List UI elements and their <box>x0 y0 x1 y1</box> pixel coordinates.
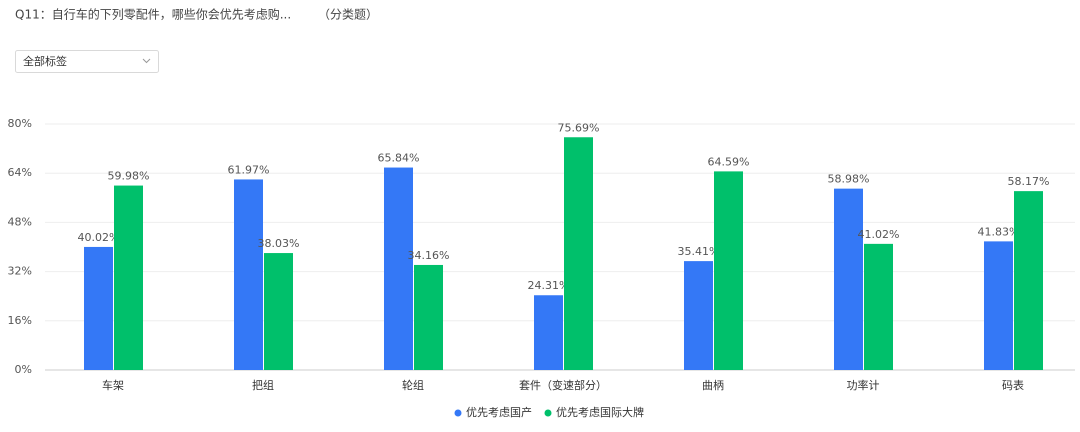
value-label: 34.16% <box>408 249 450 262</box>
bar <box>984 241 1013 370</box>
y-tick-label: 32% <box>8 265 32 278</box>
legend-marker <box>544 409 552 417</box>
dropdown[interactable]: 全部标签 <box>15 50 159 73</box>
value-label: 61.97% <box>228 163 270 176</box>
legend-marker <box>454 409 462 417</box>
bar <box>114 185 143 370</box>
value-label: 64.59% <box>708 155 750 168</box>
value-label: 41.83% <box>978 225 1020 238</box>
x-tick-label: 把组 <box>252 378 274 392</box>
x-tick-label: 套件（变速部分） <box>519 378 607 392</box>
legend-label: 优先考虑国际大牌 <box>556 405 644 419</box>
dropdown-arrow[interactable] <box>142 58 151 64</box>
y-tick-label: 64% <box>8 166 32 179</box>
value-label: 65.84% <box>378 152 420 165</box>
dropdown-label[interactable]: 全部标签 <box>23 54 67 68</box>
bar <box>864 243 893 370</box>
value-label: 24.31% <box>528 279 570 292</box>
y-tick-label: 80% <box>8 117 32 130</box>
y-tick-label: 48% <box>8 215 32 228</box>
chart-title: Q11：自行车的下列零配件，哪些你会优先考虑购... <box>15 7 291 22</box>
bar <box>414 264 443 370</box>
y-tick-label: 0% <box>15 363 32 376</box>
value-label: 75.69% <box>558 121 600 134</box>
bar <box>1014 191 1043 370</box>
value-label: 41.02% <box>858 228 900 241</box>
value-label: 40.02% <box>78 231 120 244</box>
bar <box>234 179 263 370</box>
x-tick-label: 车架 <box>102 378 124 392</box>
bar <box>684 261 713 370</box>
bar <box>564 137 593 370</box>
x-tick-label: 曲柄 <box>702 379 724 392</box>
value-label: 58.98% <box>828 173 870 186</box>
legend-label: 优先考虑国产 <box>466 405 532 419</box>
x-tick-label: 轮组 <box>402 378 424 392</box>
bar <box>264 253 293 370</box>
bar <box>534 295 563 370</box>
bar <box>714 171 743 370</box>
x-tick-label: 码表 <box>1002 378 1024 392</box>
value-label: 38.03% <box>258 237 300 250</box>
value-label: 58.17% <box>1008 175 1050 188</box>
dropdown-box[interactable] <box>15 50 159 73</box>
chart-subtitle: （分类题） <box>318 8 378 22</box>
value-label: 59.98% <box>108 170 150 183</box>
value-label: 35.41% <box>678 245 720 258</box>
y-tick-label: 16% <box>8 314 32 327</box>
x-tick-label: 功率计 <box>847 378 880 392</box>
bar <box>84 246 113 370</box>
bar <box>384 167 413 370</box>
bar <box>834 188 863 370</box>
